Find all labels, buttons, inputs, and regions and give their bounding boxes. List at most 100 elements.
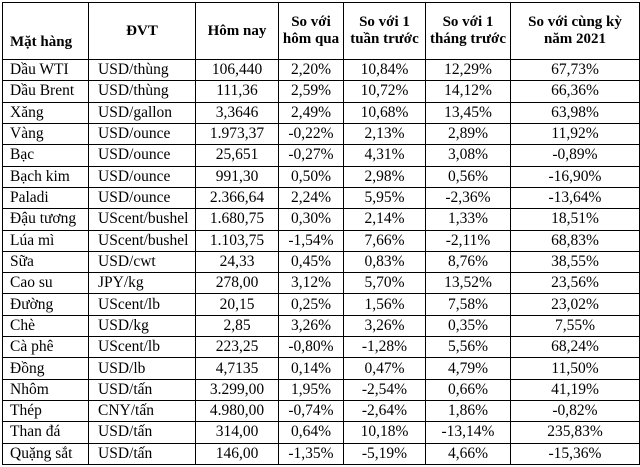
cell-vs-month: 0,66% bbox=[425, 378, 511, 402]
cell-today: 1.680,75 bbox=[195, 208, 279, 231]
cell-vs-month: 13,45% bbox=[425, 101, 511, 124]
cell-vs-week: 10,18% bbox=[343, 421, 426, 444]
cell-vs-week: 0,83% bbox=[343, 250, 426, 274]
cell-vs-week: 5,95% bbox=[343, 186, 426, 210]
table-row: Cà phê UScent/lb 223,25 -0,80% -1,28% 5,… bbox=[2, 336, 640, 359]
cell-vs-month: 3,08% bbox=[425, 144, 511, 167]
cell-vs-week: -5,19% bbox=[343, 442, 426, 466]
cell-vs-month: 7,58% bbox=[425, 293, 511, 316]
cell-vs-yesterday: 2,49% bbox=[278, 101, 344, 124]
cell-today: 20,15 bbox=[195, 293, 279, 316]
cell-commodity: Sữa bbox=[2, 250, 89, 274]
cell-today: 314,00 bbox=[195, 421, 279, 444]
cell-vs-week: 2,14% bbox=[343, 208, 426, 231]
table-row: Cao su JPY/kg 278,00 3,12% 5,70% 13,52% … bbox=[2, 272, 640, 295]
cell-unit: USD/ounce bbox=[88, 165, 196, 188]
cell-today: 106,440 bbox=[195, 58, 279, 82]
cell-commodity: Bạch kim bbox=[2, 165, 89, 188]
cell-commodity: Nhôm bbox=[2, 378, 89, 402]
cell-today: 4,7135 bbox=[195, 357, 279, 380]
cell-vs-2021: 38,55% bbox=[510, 250, 640, 274]
cell-vs-yesterday: -0,22% bbox=[278, 122, 344, 146]
cell-commodity: Thép bbox=[2, 399, 89, 423]
cell-vs-yesterday: 2,59% bbox=[278, 80, 344, 103]
cell-vs-week: -2,54% bbox=[343, 378, 426, 402]
cell-unit: USD/gallon bbox=[88, 101, 196, 124]
cell-today: 3,3646 bbox=[195, 101, 279, 124]
cell-vs-2021: 235,83% bbox=[510, 421, 640, 444]
cell-commodity: Quặng sắt bbox=[2, 442, 89, 466]
table-row: Thép CNY/tấn 4.980,00 -0,74% -2,64% 1,86… bbox=[2, 399, 640, 423]
cell-commodity: Bạc bbox=[2, 144, 89, 167]
cell-vs-week: 4,31% bbox=[343, 144, 426, 167]
cell-vs-yesterday: -0,74% bbox=[278, 399, 344, 423]
cell-vs-2021: 68,83% bbox=[510, 229, 640, 252]
cell-vs-yesterday: 0,14% bbox=[278, 357, 344, 380]
cell-vs-2021: -16,90% bbox=[510, 165, 640, 188]
table-row: Đường UScent/lb 20,15 0,25% 1,56% 7,58% … bbox=[2, 293, 640, 316]
cell-vs-2021: 23,56% bbox=[510, 272, 640, 295]
cell-unit: USD/thùng bbox=[88, 80, 196, 103]
cell-vs-week: 3,26% bbox=[343, 314, 426, 338]
cell-commodity: Cao su bbox=[2, 272, 89, 295]
cell-vs-yesterday: -0,80% bbox=[278, 336, 344, 359]
cell-commodity: Đậu tương bbox=[2, 208, 89, 231]
cell-vs-2021: -15,36% bbox=[510, 442, 640, 466]
cell-unit: USD/tấn bbox=[88, 378, 196, 402]
table-row: Than đá USD/tấn 314,00 0,64% 10,18% -13,… bbox=[2, 421, 640, 444]
table-row: Nhôm USD/tấn 3.299,00 1,95% -2,54% 0,66%… bbox=[2, 378, 640, 402]
cell-unit: CNY/tấn bbox=[88, 399, 196, 423]
cell-unit: USD/lb bbox=[88, 357, 196, 380]
cell-commodity: Than đá bbox=[2, 421, 89, 444]
cell-vs-month: 5,56% bbox=[425, 336, 511, 359]
cell-vs-month: 2,89% bbox=[425, 122, 511, 146]
cell-today: 4.980,00 bbox=[195, 399, 279, 423]
table-row: Bạch kim USD/ounce 991,30 0,50% 2,98% 0,… bbox=[2, 165, 640, 188]
cell-commodity: Lúa mì bbox=[2, 229, 89, 252]
cell-vs-week: 2,13% bbox=[343, 122, 426, 146]
header-vs-yesterday: So với hôm qua bbox=[278, 2, 344, 60]
cell-vs-month: 13,52% bbox=[425, 272, 511, 295]
cell-unit: USD/ounce bbox=[88, 144, 196, 167]
cell-today: 25,651 bbox=[195, 144, 279, 167]
cell-commodity: Vàng bbox=[2, 122, 89, 146]
cell-vs-month: -2,36% bbox=[425, 186, 511, 210]
table-row: Dầu Brent USD/thùng 111,36 2,59% 10,72% … bbox=[2, 80, 640, 103]
cell-vs-2021: 66,36% bbox=[510, 80, 640, 103]
cell-unit: USD/tấn bbox=[88, 421, 196, 444]
cell-vs-yesterday: 0,25% bbox=[278, 293, 344, 316]
cell-vs-yesterday: -1,35% bbox=[278, 442, 344, 466]
header-vs-week: So với 1 tuần trước bbox=[343, 2, 426, 60]
cell-vs-month: 14,12% bbox=[425, 80, 511, 103]
cell-vs-month: 1,86% bbox=[425, 399, 511, 423]
table-row: Vàng USD/ounce 1.973,37 -0,22% 2,13% 2,8… bbox=[2, 122, 640, 146]
cell-commodity: Đồng bbox=[2, 357, 89, 380]
cell-commodity: Chè bbox=[2, 314, 89, 338]
cell-vs-2021: 68,24% bbox=[510, 336, 640, 359]
header-today: Hôm nay bbox=[195, 2, 279, 60]
cell-vs-week: -1,28% bbox=[343, 336, 426, 359]
cell-today: 1.103,75 bbox=[195, 229, 279, 252]
cell-unit: UScent/bushel bbox=[88, 229, 196, 252]
cell-unit: USD/thùng bbox=[88, 58, 196, 82]
cell-vs-month: 4,79% bbox=[425, 357, 511, 380]
table-row: Sữa USD/cwt 24,33 0,45% 0,83% 8,76% 38,5… bbox=[2, 250, 640, 274]
cell-vs-week: 5,70% bbox=[343, 272, 426, 295]
cell-vs-2021: -0,82% bbox=[510, 399, 640, 423]
cell-vs-week: 2,98% bbox=[343, 165, 426, 188]
cell-unit: UScent/bushel bbox=[88, 208, 196, 231]
header-unit: ĐVT bbox=[88, 2, 196, 60]
cell-vs-month: 0,56% bbox=[425, 165, 511, 188]
cell-unit: UScent/lb bbox=[88, 336, 196, 359]
cell-vs-yesterday: 0,45% bbox=[278, 250, 344, 274]
cell-vs-week: 10,72% bbox=[343, 80, 426, 103]
table-row: Bạc USD/ounce 25,651 -0,27% 4,31% 3,08% … bbox=[2, 144, 640, 167]
cell-vs-month: -13,14% bbox=[425, 421, 511, 444]
table-row: Đồng USD/lb 4,7135 0,14% 0,47% 4,79% 11,… bbox=[2, 357, 640, 380]
cell-vs-yesterday: 2,20% bbox=[278, 58, 344, 82]
cell-vs-yesterday: 0,64% bbox=[278, 421, 344, 444]
cell-vs-2021: 18,51% bbox=[510, 208, 640, 231]
cell-vs-2021: 7,55% bbox=[510, 314, 640, 338]
cell-commodity: Xăng bbox=[2, 101, 89, 124]
